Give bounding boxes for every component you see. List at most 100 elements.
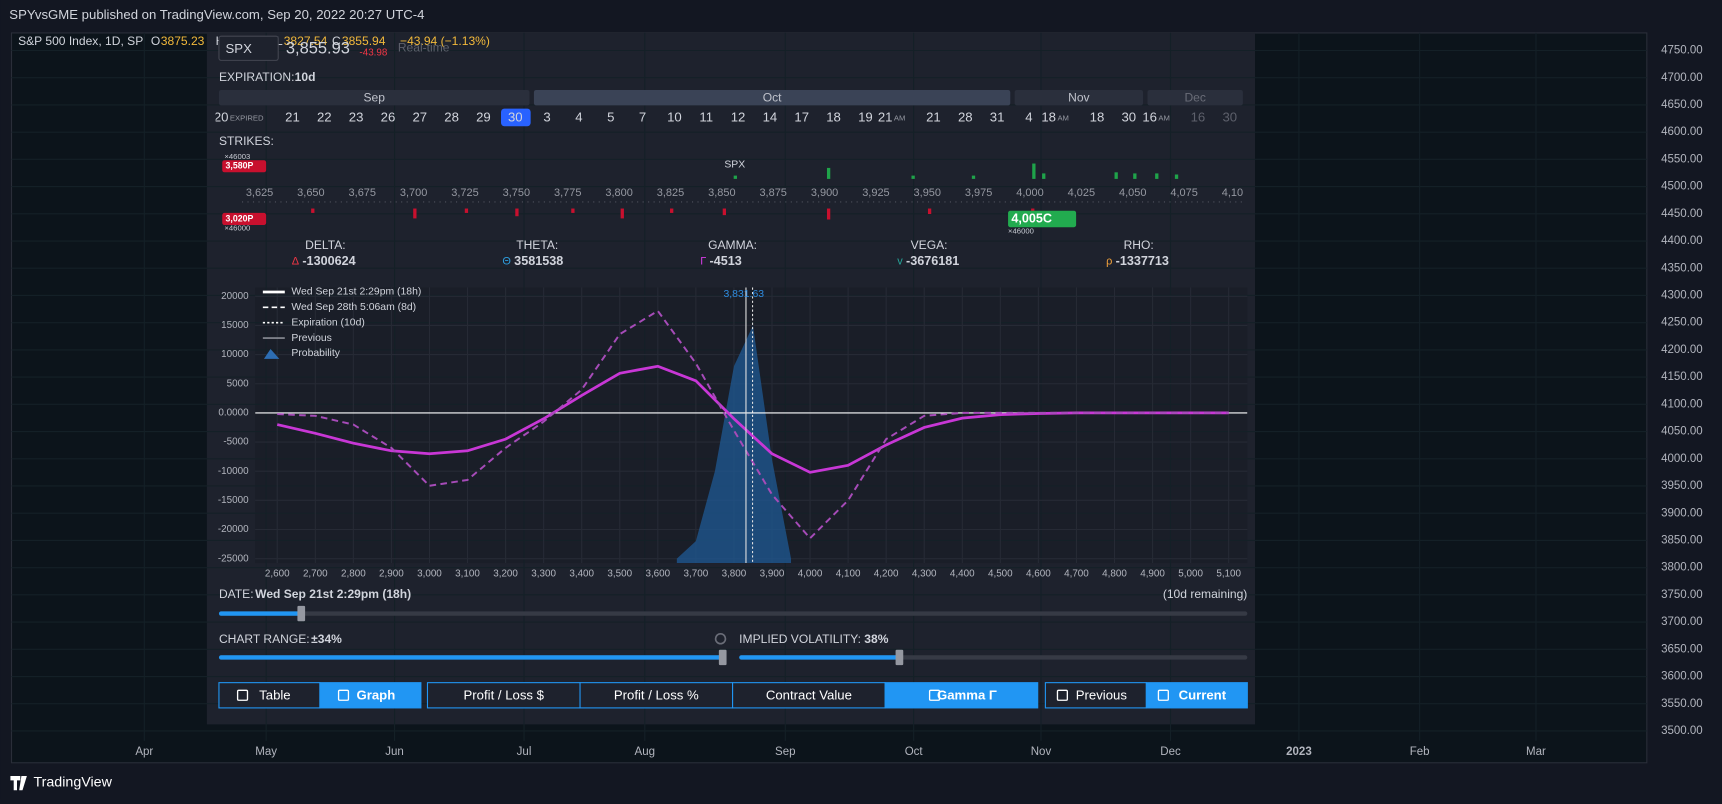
open-interest-bar [620,208,624,219]
strike: 3,950 [914,187,941,199]
button[interactable] [1145,682,1248,709]
button[interactable] [1044,682,1147,709]
legend-label: Wed Sep 21st 2:29pm (18h) [291,287,421,298]
curve [277,309,1229,540]
day: 31 [990,109,1005,124]
button-label: Gamma Γ [937,687,997,702]
x-tick-label: 2,700 [303,569,328,580]
reset-icon[interactable] [714,632,727,645]
strike: 4,050 [1119,187,1146,199]
day: 18 [1090,109,1105,124]
strike: 3,675 [349,187,376,199]
greek-value: -1337713 [1116,254,1169,268]
ticker-field: 3827.54 [284,34,328,48]
strike: 3,850 [708,187,735,199]
strike: 3,900 [811,187,838,199]
y-tick-label: -15000 [218,495,249,506]
day: 28 [444,109,459,124]
open-interest-bar [413,208,417,219]
day: 16 [1191,109,1206,124]
x-tick-label: 3,600 [645,569,670,580]
month-bar [218,89,530,106]
y-tick-label: -10000 [218,466,249,477]
price-axis-label: 4650.00 [1661,99,1703,111]
button-icon [337,689,350,701]
time-axis-label: Nov [1031,746,1052,758]
y-tick-label: -20000 [218,524,249,535]
x-tick-label: 2,800 [341,569,366,580]
button[interactable] [884,682,1039,709]
slider-fill [218,611,302,616]
greek-symbol: ρ [1106,256,1112,268]
day: 12 [731,109,746,124]
open-interest-bar [515,208,519,217]
ticker-field: S&P 500 Index, 1D, SP [18,34,143,48]
button-icon [928,689,941,701]
strike: 3,875 [759,187,786,199]
button[interactable] [426,682,581,709]
button-label: Contract Value [766,687,852,702]
slider-handle[interactable] [895,649,904,666]
x-tick-label: 3,900 [760,569,785,580]
price-axis-label: 3850.00 [1661,534,1703,546]
day: 16 [1142,109,1157,124]
day-tag: AM [1057,114,1069,123]
x-tick-label: 4,800 [1102,569,1127,580]
x-tick-label: 3,800 [722,569,747,580]
button[interactable] [319,682,422,709]
price-axis-label: 3750.00 [1661,589,1703,601]
slider-handle[interactable] [297,605,306,622]
open-interest-bar [311,208,315,213]
time-axis-label: 2023 [1286,746,1312,758]
publisher: SPYvsGME published on TradingView.com, S… [9,7,424,22]
legend-label: Probability [291,348,340,359]
x-tick-label: 2,900 [379,569,404,580]
legend-marker [263,349,280,359]
strike: 4,025 [1068,187,1095,199]
day: 28 [958,109,973,124]
ticker-field: L [276,34,283,48]
strike: 3,650 [297,187,324,199]
price-axis-label: 4150.00 [1661,371,1703,383]
greek-name: VEGA: [911,238,948,252]
strike-badge-qty: ×46000 [1008,227,1034,236]
price-axis-label: 4200.00 [1661,344,1703,356]
day: 3 [543,109,550,124]
time-axis-label: Mar [1526,746,1546,758]
price-axis-label: 4450.00 [1661,208,1703,220]
open-interest-bar [1155,173,1159,179]
price-axis-label: 3950.00 [1661,480,1703,492]
selected-day[interactable] [501,108,531,127]
greek-value: -3676181 [906,254,959,268]
day-tag: AM [1158,114,1170,123]
x-tick-label: 4,600 [1026,569,1051,580]
strike: 3,625 [246,187,273,199]
y-tick-label: -5000 [223,437,249,448]
symbol-input[interactable] [218,35,279,61]
month-bar [1014,89,1144,106]
x-tick-label: 4,300 [912,569,937,580]
button-icon [1056,689,1068,701]
ticker-field: O [151,34,160,48]
time-axis-label: Sep [775,746,796,758]
button[interactable] [579,682,734,709]
y-tick-label: 20000 [221,291,249,302]
price-axis-label: 4500.00 [1661,181,1703,193]
legend-label: Expiration (10d) [291,317,364,328]
month: Dec [1184,90,1205,104]
month-bar [1147,89,1243,106]
strike: 3,800 [605,187,632,199]
button[interactable] [732,682,886,709]
x-tick-label: 4,400 [950,569,975,580]
button-label: Table [259,687,290,702]
slider-handle[interactable] [718,649,727,666]
open-interest-bar [911,175,915,179]
day: 17 [794,109,809,124]
slider-track[interactable] [218,611,1248,616]
open-interest-bar [927,208,932,215]
date: Wed Sep 21st 2:29pm (18h) [255,587,411,601]
probability-area [676,325,792,564]
ticker-field: −43.94 (−1.13%) [400,34,490,48]
